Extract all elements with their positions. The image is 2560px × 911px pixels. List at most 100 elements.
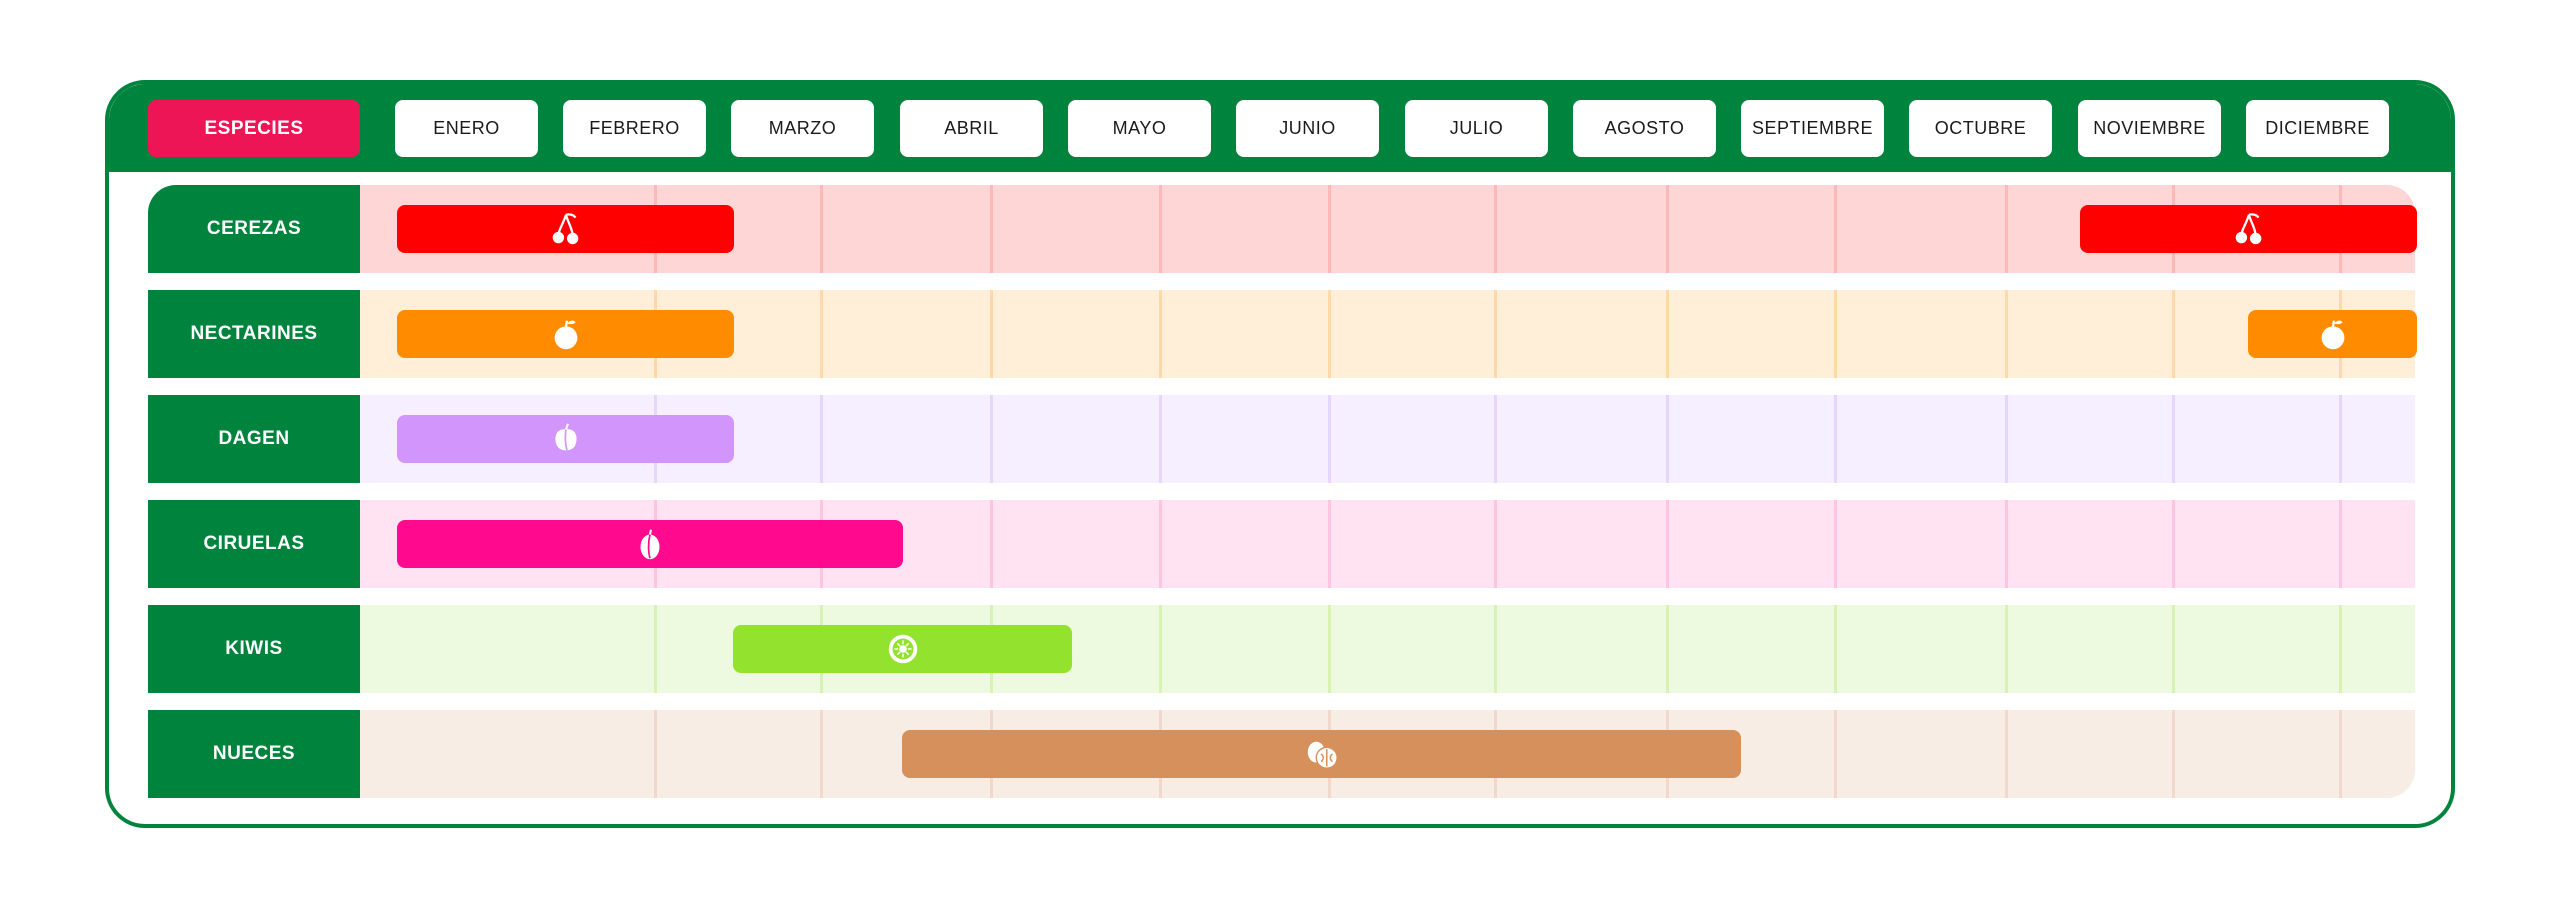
species-row-nectarines: NECTARINES — [109, 290, 2451, 378]
season-track — [360, 710, 2415, 798]
month-mayo: MAYO — [1068, 100, 1211, 157]
harvest-calendar: ESPECIES ENERO FEBRERO MARZO ABRIL MAYO JUNIO… — [105, 80, 2455, 828]
month-enero: ENERO — [395, 100, 538, 157]
month-gridline — [990, 395, 993, 483]
month-gridline — [1328, 290, 1331, 378]
species-label: CEREZAS — [148, 185, 360, 273]
nectarine-icon — [2314, 315, 2352, 353]
month-gridline — [990, 290, 993, 378]
month-gridline — [990, 185, 993, 273]
month-gridline — [1494, 185, 1497, 273]
peach-icon — [547, 420, 585, 458]
season-track — [360, 290, 2417, 378]
month-febrero: FEBRERO — [563, 100, 706, 157]
month-gridline — [654, 710, 657, 798]
species-label: DAGEN — [148, 395, 360, 483]
month-gridline — [820, 290, 823, 378]
month-gridline — [820, 710, 823, 798]
month-noviembre: NOVIEMBRE — [2078, 100, 2221, 157]
month-junio: JUNIO — [1236, 100, 1379, 157]
season-bar — [397, 205, 734, 253]
month-gridline — [2172, 710, 2175, 798]
season-bar — [2080, 205, 2417, 253]
month-gridline — [654, 605, 657, 693]
month-marzo: MARZO — [731, 100, 874, 157]
species-label: KIWIS — [148, 605, 360, 693]
month-gridline — [1159, 395, 1162, 483]
month-gridline — [1666, 395, 1669, 483]
month-gridline — [1328, 605, 1331, 693]
season-track — [360, 605, 2415, 693]
species-row-dagen: DAGEN — [109, 395, 2451, 483]
species-row-nueces: NUECES — [109, 710, 2451, 798]
month-gridline — [1159, 185, 1162, 273]
kiwi-icon — [884, 630, 922, 668]
nectarine-icon — [547, 315, 585, 353]
species-label: CIRUELAS — [148, 500, 360, 588]
month-gridline — [2172, 395, 2175, 483]
month-diciembre: DICIEMBRE — [2246, 100, 2389, 157]
species-label: NECTARINES — [148, 290, 360, 378]
season-bar — [2248, 310, 2417, 358]
month-gridline — [1328, 185, 1331, 273]
season-track — [360, 185, 2417, 273]
species-row-kiwis: KIWIS — [109, 605, 2451, 693]
month-gridline — [2172, 290, 2175, 378]
month-gridline — [2005, 395, 2008, 483]
month-gridline — [1834, 710, 1837, 798]
month-gridline — [2005, 605, 2008, 693]
month-gridline — [1666, 290, 1669, 378]
header-band: ESPECIES ENERO FEBRERO MARZO ABRIL MAYO JUNIO… — [109, 84, 2451, 172]
month-gridline — [2172, 500, 2175, 588]
month-gridline — [1834, 395, 1837, 483]
month-gridline — [1666, 500, 1669, 588]
month-gridline — [2005, 500, 2008, 588]
season-bar — [397, 520, 903, 568]
month-gridline — [2172, 605, 2175, 693]
month-gridline — [1494, 500, 1497, 588]
month-septiembre: SEPTIEMBRE — [1741, 100, 1884, 157]
month-gridline — [1494, 605, 1497, 693]
month-gridline — [2339, 500, 2342, 588]
month-gridline — [1666, 605, 1669, 693]
month-gridline — [2005, 290, 2008, 378]
month-gridline — [1834, 500, 1837, 588]
month-gridline — [1666, 185, 1669, 273]
month-gridline — [2339, 605, 2342, 693]
species-row-cerezas: CEREZAS — [109, 185, 2451, 273]
month-gridline — [1159, 605, 1162, 693]
month-agosto: AGOSTO — [1573, 100, 1716, 157]
season-bar — [902, 730, 1741, 778]
plum-icon — [631, 525, 669, 563]
walnut-icon — [1303, 735, 1341, 773]
month-gridline — [1159, 500, 1162, 588]
month-gridline — [1159, 290, 1162, 378]
species-row-ciruelas: CIRUELAS — [109, 500, 2451, 588]
season-bar — [733, 625, 1072, 673]
month-gridline — [1494, 395, 1497, 483]
species-header: ESPECIES — [148, 100, 360, 157]
month-gridline — [2339, 710, 2342, 798]
month-gridline — [990, 500, 993, 588]
month-gridline — [1328, 500, 1331, 588]
cherry-icon — [547, 210, 585, 248]
cherry-icon — [2230, 210, 2268, 248]
month-gridline — [1494, 290, 1497, 378]
season-bar — [397, 415, 734, 463]
season-track — [360, 500, 2415, 588]
month-gridline — [2339, 395, 2342, 483]
month-gridline — [1834, 290, 1837, 378]
month-gridline — [2005, 710, 2008, 798]
month-gridline — [820, 395, 823, 483]
month-gridline — [1834, 185, 1837, 273]
species-label: NUECES — [148, 710, 360, 798]
month-gridline — [1834, 605, 1837, 693]
season-track — [360, 395, 2415, 483]
month-julio: JULIO — [1405, 100, 1548, 157]
month-gridline — [820, 185, 823, 273]
month-gridline — [2005, 185, 2008, 273]
month-octubre: OCTUBRE — [1909, 100, 2052, 157]
season-bar — [397, 310, 734, 358]
month-gridline — [1328, 395, 1331, 483]
month-abril: ABRIL — [900, 100, 1043, 157]
